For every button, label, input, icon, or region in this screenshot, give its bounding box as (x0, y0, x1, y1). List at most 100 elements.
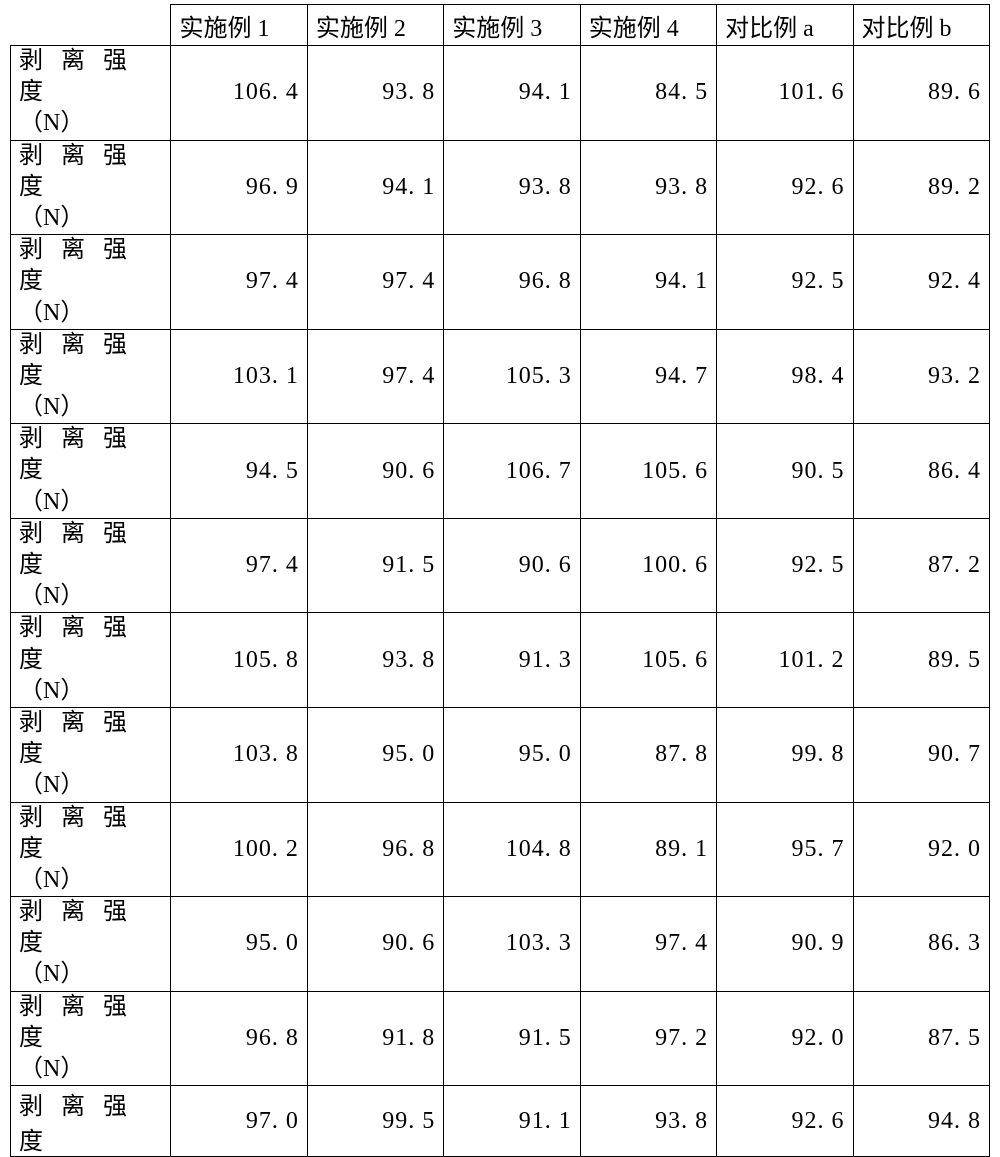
cell: 105. 6 (580, 613, 716, 708)
cell: 97. 4 (171, 518, 307, 613)
cell: 87. 8 (580, 707, 716, 802)
row-label-text: 剥 离 强 度 (19, 237, 133, 294)
cell: 89. 5 (853, 613, 989, 708)
row-label-unit: （N） (19, 676, 170, 707)
row-label: 剥 离 强 度 (11, 1086, 171, 1157)
table-row: 剥 离 强 度 （N） 97. 4 91. 5 90. 6 100. 6 92.… (11, 518, 990, 613)
row-label-text: 剥 离 强 度 (19, 332, 133, 389)
row-label-unit: （N） (19, 1054, 170, 1085)
cell: 95. 0 (307, 707, 443, 802)
cell: 101. 6 (717, 46, 853, 141)
cell: 84. 5 (580, 46, 716, 141)
table-row: 剥 离 强 度 （N） 105. 8 93. 8 91. 3 105. 6 10… (11, 613, 990, 708)
table-row-last: 剥 离 强 度 97. 0 99. 5 91. 1 93. 8 92. 6 94… (11, 1086, 990, 1157)
cell: 94. 7 (580, 329, 716, 424)
cell: 94. 1 (444, 46, 580, 141)
cell: 106. 7 (444, 424, 580, 519)
row-label-text: 剥 离 强 度 (19, 521, 133, 578)
cell: 90. 9 (717, 897, 853, 992)
header-empty-cell (11, 5, 171, 46)
cell: 90. 6 (444, 518, 580, 613)
table-row: 剥 离 强 度 （N） 96. 9 94. 1 93. 8 93. 8 92. … (11, 140, 990, 235)
cell: 89. 1 (580, 802, 716, 897)
data-table: 实施例 1 实施例 2 实施例 3 实施例 4 对比例 a 对比例 b 剥 离 … (10, 4, 990, 1157)
cell: 97. 4 (307, 329, 443, 424)
row-label-unit: （N） (19, 392, 170, 423)
cell: 93. 8 (580, 1086, 716, 1157)
cell: 97. 4 (580, 897, 716, 992)
cell: 90. 6 (307, 424, 443, 519)
row-label: 剥 离 强 度 （N） (11, 424, 171, 519)
col-header-1: 实施例 1 (171, 5, 307, 46)
table-row: 剥 离 强 度 （N） 97. 4 97. 4 96. 8 94. 1 92. … (11, 235, 990, 330)
cell: 95. 0 (444, 707, 580, 802)
cell: 105. 8 (171, 613, 307, 708)
cell: 100. 6 (580, 518, 716, 613)
row-label: 剥 离 强 度 （N） (11, 518, 171, 613)
row-label: 剥 离 强 度 （N） (11, 707, 171, 802)
cell: 96. 8 (171, 991, 307, 1086)
row-label-unit: （N） (19, 108, 170, 139)
cell: 92. 5 (717, 518, 853, 613)
cell: 92. 0 (853, 802, 989, 897)
table-row: 剥 离 强 度 （N） 106. 4 93. 8 94. 1 84. 5 101… (11, 46, 990, 141)
cell: 93. 8 (444, 140, 580, 235)
col-header-3: 实施例 3 (444, 5, 580, 46)
row-label-unit: （N） (19, 865, 170, 896)
row-label-text: 剥 离 强 度 (19, 426, 133, 483)
cell: 92. 6 (717, 140, 853, 235)
row-label: 剥 离 强 度 （N） (11, 140, 171, 235)
cell: 103. 8 (171, 707, 307, 802)
cell: 89. 6 (853, 46, 989, 141)
cell: 91. 5 (307, 518, 443, 613)
cell: 94. 5 (171, 424, 307, 519)
cell: 87. 5 (853, 991, 989, 1086)
row-label-text: 剥 离 强 度 (19, 48, 133, 105)
row-label-unit: （N） (19, 581, 170, 612)
cell: 97. 4 (307, 235, 443, 330)
col-header-5: 对比例 a (717, 5, 853, 46)
cell: 103. 3 (444, 897, 580, 992)
row-label-unit: （N） (19, 770, 170, 801)
cell: 86. 3 (853, 897, 989, 992)
row-label-unit: （N） (19, 298, 170, 329)
cell: 93. 8 (307, 46, 443, 141)
cell: 96. 8 (307, 802, 443, 897)
cell: 92. 0 (717, 991, 853, 1086)
cell: 97. 2 (580, 991, 716, 1086)
cell: 94. 1 (307, 140, 443, 235)
row-label-unit: （N） (19, 487, 170, 518)
table-row: 剥 离 强 度 （N） 96. 8 91. 8 91. 5 97. 2 92. … (11, 991, 990, 1086)
cell: 92. 6 (717, 1086, 853, 1157)
cell: 94. 8 (853, 1086, 989, 1157)
table-row: 剥 离 强 度 （N） 100. 2 96. 8 104. 8 89. 1 95… (11, 802, 990, 897)
cell: 91. 1 (444, 1086, 580, 1157)
row-label-text: 剥 离 强 度 (19, 615, 133, 672)
cell: 99. 8 (717, 707, 853, 802)
cell: 90. 5 (717, 424, 853, 519)
row-label: 剥 离 强 度 （N） (11, 991, 171, 1086)
cell: 91. 5 (444, 991, 580, 1086)
row-label-unit: （N） (19, 959, 170, 990)
table-row: 剥 离 强 度 （N） 103. 8 95. 0 95. 0 87. 8 99.… (11, 707, 990, 802)
table-row: 剥 离 强 度 （N） 103. 1 97. 4 105. 3 94. 7 98… (11, 329, 990, 424)
row-label-text: 剥 离 强 度 (19, 994, 133, 1051)
cell: 92. 4 (853, 235, 989, 330)
cell: 96. 8 (444, 235, 580, 330)
cell: 87. 2 (853, 518, 989, 613)
cell: 100. 2 (171, 802, 307, 897)
cell: 91. 8 (307, 991, 443, 1086)
table-row: 剥 离 强 度 （N） 94. 5 90. 6 106. 7 105. 6 90… (11, 424, 990, 519)
cell: 93. 8 (307, 613, 443, 708)
cell: 89. 2 (853, 140, 989, 235)
cell: 95. 7 (717, 802, 853, 897)
cell: 98. 4 (717, 329, 853, 424)
row-label: 剥 离 强 度 （N） (11, 802, 171, 897)
row-label: 剥 离 强 度 （N） (11, 897, 171, 992)
cell: 97. 0 (171, 1086, 307, 1157)
cell: 97. 4 (171, 235, 307, 330)
cell: 86. 4 (853, 424, 989, 519)
cell: 99. 5 (307, 1086, 443, 1157)
cell: 105. 3 (444, 329, 580, 424)
row-label-unit: （N） (19, 203, 170, 234)
